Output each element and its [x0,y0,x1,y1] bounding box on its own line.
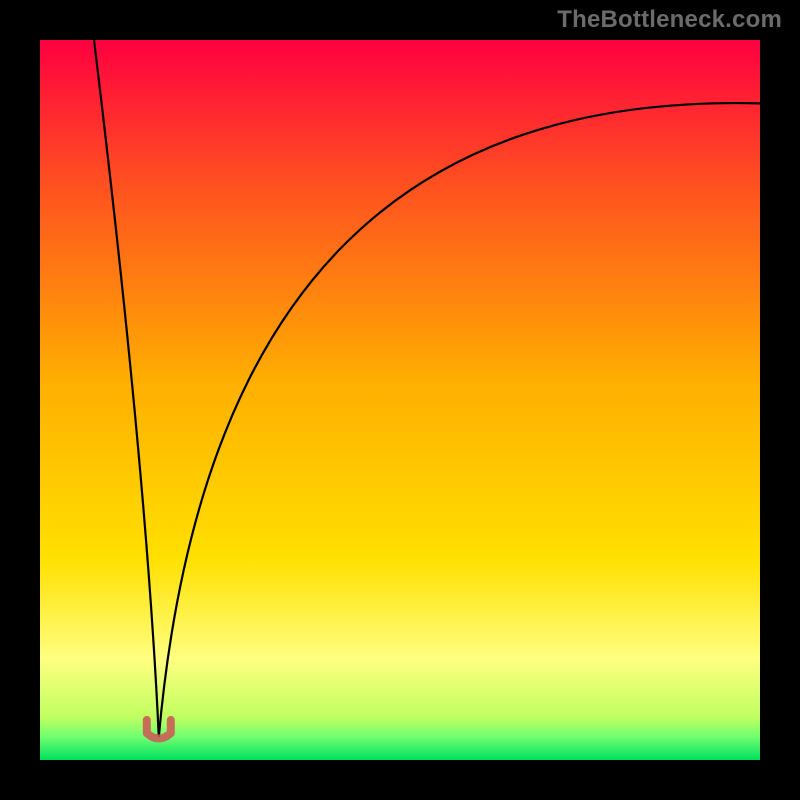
watermark-label: TheBottleneck.com [557,6,782,34]
bottleneck-chart [0,0,800,800]
gradient-background [40,40,760,760]
